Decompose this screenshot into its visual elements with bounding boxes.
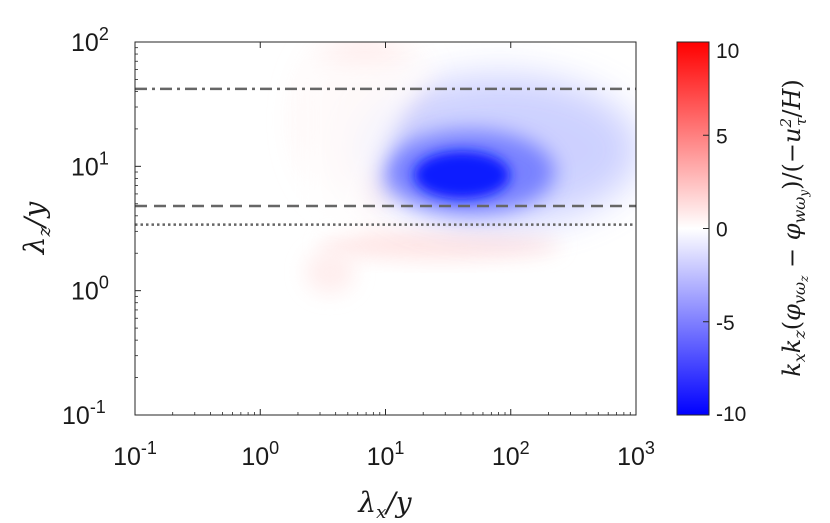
- y-tick-label: 101: [71, 148, 109, 181]
- heatmap-field: [300, 42, 636, 294]
- colorbar-tick-label: -10: [716, 403, 746, 426]
- x-tick-label: 10-1: [113, 438, 157, 471]
- y-axis-label: λz/y: [18, 201, 55, 256]
- white-edge: [300, 60, 440, 230]
- negative-region-core: [414, 151, 510, 199]
- colorbar-tick-label: -5: [716, 312, 735, 335]
- x-tick-label: 102: [492, 438, 530, 471]
- positive-region-lower: [320, 231, 560, 259]
- x-tick-label: 103: [617, 438, 655, 471]
- y-tick-label: 10-1: [62, 397, 106, 430]
- x-tick-label: 100: [241, 438, 279, 471]
- colorbar-tick-label: 10: [716, 40, 739, 63]
- x-tick-label: 101: [367, 438, 405, 471]
- colorbar-tick-label: 0: [716, 219, 728, 242]
- colorbar-tick-label: 5: [716, 125, 728, 148]
- y-tick-label: 102: [71, 24, 109, 57]
- colorbar-label: kxkz(φvωz − φwωy)/(−u2τ/H): [777, 79, 811, 377]
- x-axis-label: λx/y: [357, 486, 412, 523]
- positive-region-lower-left: [305, 250, 355, 294]
- y-tick-label: 100: [71, 273, 109, 306]
